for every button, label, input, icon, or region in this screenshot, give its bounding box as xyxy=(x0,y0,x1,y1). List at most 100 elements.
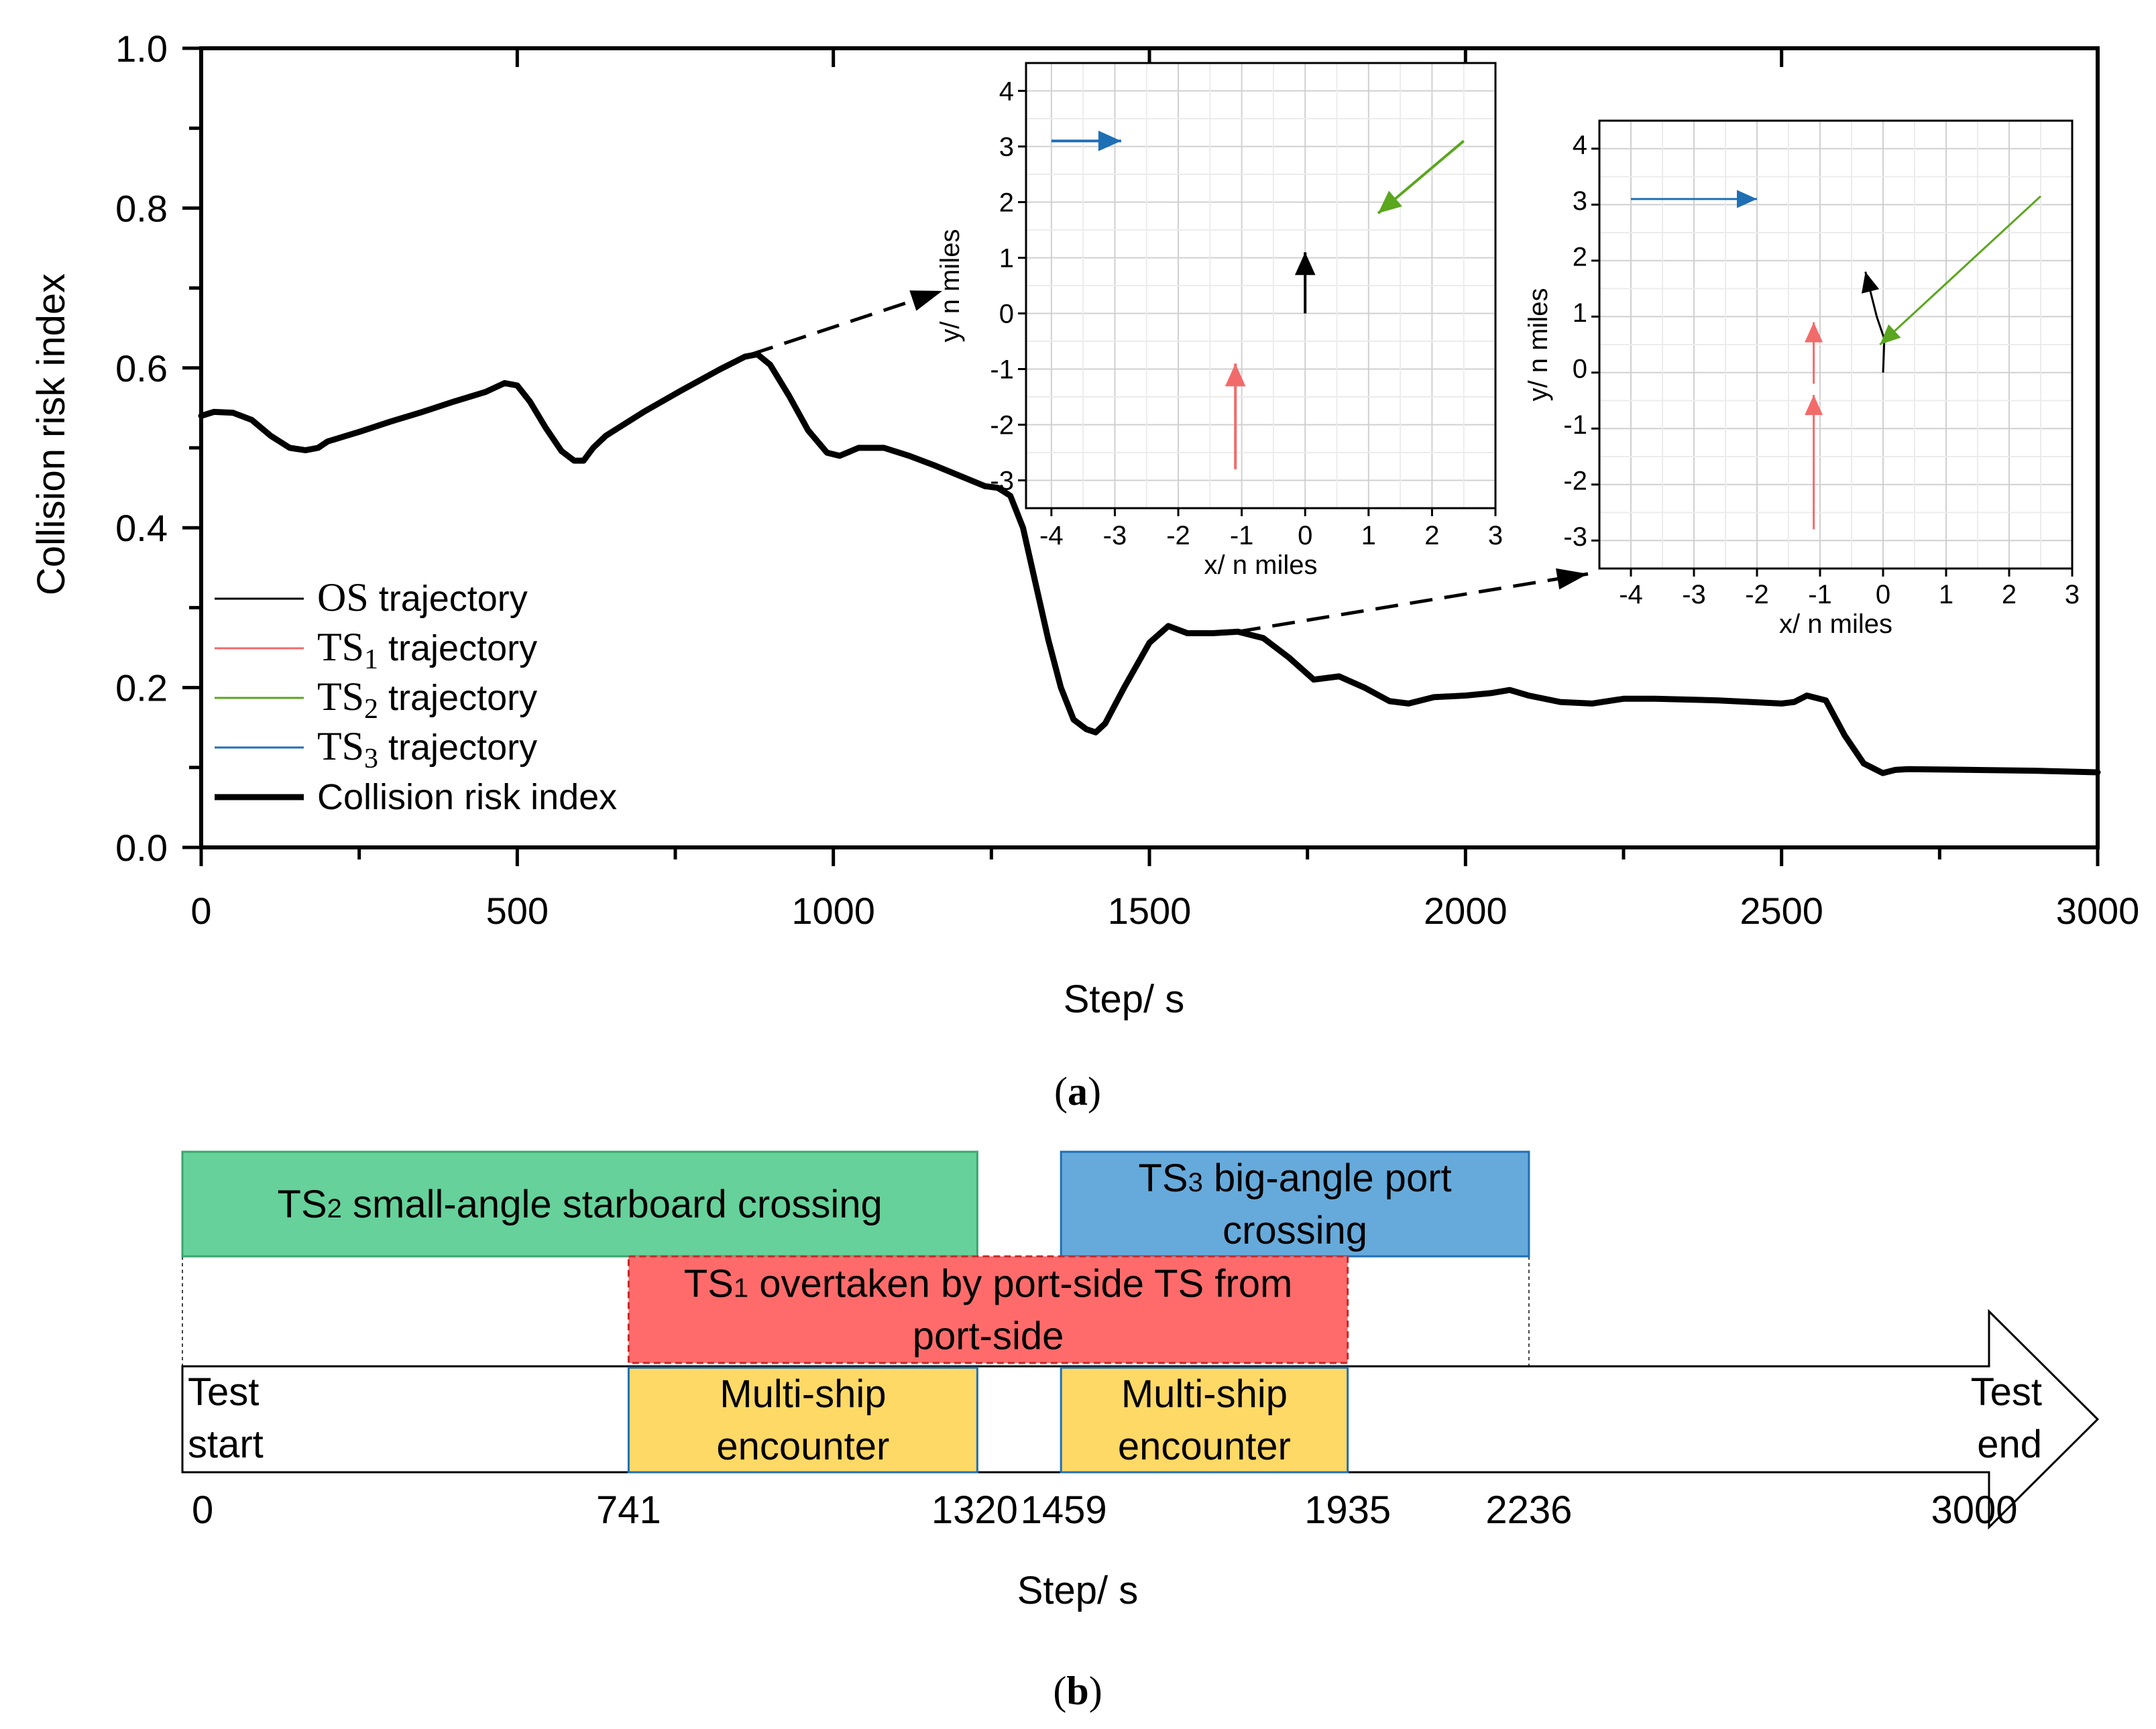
callout-arrow-2-head xyxy=(1556,568,1588,590)
event-box xyxy=(181,1150,978,1258)
timeline-tick-label: 1459 xyxy=(1021,1488,1107,1532)
track-arrowhead-ts3 xyxy=(1098,130,1121,152)
track-arrowhead-os xyxy=(1294,252,1316,276)
x-tick-label: 1000 xyxy=(791,890,875,932)
timeline-tick-label: 741 xyxy=(596,1488,661,1532)
event-label: Multi-ship xyxy=(1121,1372,1288,1416)
inset-callouts xyxy=(750,289,1589,634)
test-end-label: Test xyxy=(1971,1370,2042,1414)
timeline-tick-label: 1935 xyxy=(1304,1488,1391,1532)
event-box xyxy=(1060,1150,1530,1258)
inset-x-tick-label: 2 xyxy=(1424,521,1439,550)
inset-y-tick-label: -1 xyxy=(1563,410,1587,440)
track-arrowhead-ts2 xyxy=(1880,324,1901,345)
track-arrowhead-ts3 xyxy=(1737,190,1757,208)
event-label: TS1 overtaken by port-side TS from xyxy=(684,1262,1293,1306)
inset-y-tick-label: 0 xyxy=(999,300,1014,329)
event-box xyxy=(627,1255,1349,1364)
event-label: TS3 big-angle port xyxy=(1138,1156,1451,1200)
inset-x-tick-label: -2 xyxy=(1166,521,1190,550)
x-tick-label: 2500 xyxy=(1740,890,1823,932)
timeline-tick-label: 1320 xyxy=(931,1488,1018,1532)
inset-y-tick-label: 1 xyxy=(1573,298,1587,328)
inset-y-tick-label: -3 xyxy=(1563,522,1587,552)
event-label: Multi-ship xyxy=(720,1372,886,1416)
inset-y-tick-label: -2 xyxy=(990,411,1014,440)
inset-frame xyxy=(1598,119,2074,570)
y-tick-label: 0.4 xyxy=(115,507,168,549)
inset-x-tick-label: -4 xyxy=(1619,580,1643,609)
event-label: crossing xyxy=(1223,1209,1367,1252)
inset-x-tick-label: 3 xyxy=(2065,580,2080,609)
callout-arrow-2 xyxy=(1237,572,1589,634)
inset-x-tick-label: 3 xyxy=(1488,521,1503,550)
event-box xyxy=(1060,1366,1349,1474)
test-end-label: end xyxy=(1977,1423,2042,1466)
inset-x-tick-label: 0 xyxy=(1876,580,1890,609)
inset-x-tick-label: -3 xyxy=(1682,580,1706,609)
inset-y-axis-title: y/ n miles xyxy=(935,229,965,343)
track-arrowhead-ts1 xyxy=(1225,363,1246,387)
x-tick-label: 500 xyxy=(486,890,549,932)
y-tick-label: 0.6 xyxy=(115,347,168,390)
y-tick-label: 0.0 xyxy=(115,827,168,869)
x-tick-label: 3000 xyxy=(2056,890,2140,932)
inset-x-tick-label: 1 xyxy=(1939,580,1953,609)
legend-label-math: TS3 trajectory xyxy=(317,724,537,774)
trajectory-inset-2: -4 -3 -2 -1 0 1 2 3 -3 -2 -1 0 1 2 3 4 x/ n miles y/ n mi… xyxy=(1524,119,2080,639)
inset-y-tick-label: 2 xyxy=(999,188,1014,218)
series-line-collision-risk xyxy=(198,351,2101,776)
trajectory-inset-1: -4 -3 -2 -1 0 1 2 3 -3 -2 -1 0 1 2 3 4 x/ n miles y/ n mi… xyxy=(935,62,1503,580)
inset-x-tick-label: 0 xyxy=(1298,521,1312,550)
inset-y-tick-label: -2 xyxy=(1563,466,1587,495)
inset-y-axis-title: y/ n miles xyxy=(1524,288,1553,402)
inset-y-tick-label: -1 xyxy=(990,355,1014,385)
legend-label-math: TS2 trajectory xyxy=(317,674,537,725)
inset-y-tick-label: 3 xyxy=(999,133,1014,162)
y-tick-label: 0.2 xyxy=(115,667,168,709)
panel-label-b: (b) xyxy=(1053,1669,1102,1713)
timeline-tick-label: 0 xyxy=(192,1488,213,1532)
inset-x-tick-label: -4 xyxy=(1039,521,1064,550)
inset-y-tick-label: 4 xyxy=(999,77,1014,107)
inset-y-tick-label: 1 xyxy=(999,244,1014,274)
encounter-timeline: TS2 small-angle starboard crossing TS3 bi… xyxy=(181,1150,2100,1612)
inset-frame xyxy=(1025,62,1497,510)
track-arrowhead-ts1-a xyxy=(1805,395,1823,416)
track-ts2 xyxy=(1879,195,2042,346)
test-start-label: start xyxy=(188,1423,264,1466)
x-axis-title: Step/ s xyxy=(1064,977,1185,1021)
callout-arrow-1-head xyxy=(909,290,942,311)
track-arrowhead-ts2 xyxy=(1378,190,1402,214)
legend-label-math: TS1 trajectory xyxy=(317,625,537,675)
inset-y-tick-label: 4 xyxy=(1573,130,1587,160)
x-tick-label: 1500 xyxy=(1108,890,1192,932)
inset-x-tick-label: -1 xyxy=(1230,521,1254,550)
event-box xyxy=(627,1366,978,1474)
inset-x-axis-title: x/ n miles xyxy=(1204,550,1318,580)
inset-x-tick-label: -2 xyxy=(1745,580,1769,609)
inset-y-tick-label: 2 xyxy=(1573,242,1587,272)
timeline-tick-label: 3000 xyxy=(1931,1488,2017,1532)
inset-x-tick-label: 1 xyxy=(1361,521,1376,550)
inset-x-tick-label: 2 xyxy=(2002,580,2017,609)
legend-label: Collision risk index xyxy=(317,777,617,817)
legend-label-math: OS trajectory xyxy=(317,575,528,619)
event-label: port-side xyxy=(913,1315,1064,1358)
x-tick-label: 2000 xyxy=(1424,890,1508,932)
inset-y-tick-label: 3 xyxy=(1573,186,1587,216)
track-os xyxy=(1864,272,1886,373)
inset-x-axis-title: x/ n miles xyxy=(1779,609,1892,639)
y-tick-label: 1.0 xyxy=(115,27,168,70)
event-label: encounter xyxy=(1118,1425,1291,1468)
event-label: TS2 small-angle starboard crossing xyxy=(278,1183,883,1226)
track-arrowhead-os xyxy=(1861,272,1880,294)
test-start-label: Test xyxy=(188,1370,259,1414)
inset-x-tick-label: -1 xyxy=(1808,580,1832,609)
collision-risk-chart: 0 500 1000 1500 2000 2500 30000.00.20.40.60.81… xyxy=(30,27,2139,1021)
inset-x-tick-label: -3 xyxy=(1103,521,1127,550)
x-tick-label: 0 xyxy=(190,890,211,932)
timeline-tick-label: 2236 xyxy=(1485,1488,1572,1532)
